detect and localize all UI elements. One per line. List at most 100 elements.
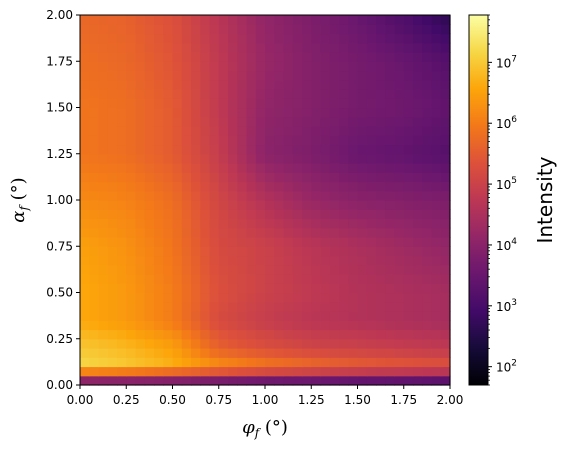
heatmap-cell (366, 89, 377, 99)
heatmap-cell (329, 200, 340, 210)
heatmap-cell (228, 107, 238, 118)
heatmap-cell (117, 135, 127, 146)
heatmap-cell (200, 89, 211, 99)
heatmap-cell (80, 292, 90, 303)
heatmap-cell (181, 163, 192, 173)
heatmap-cell (422, 107, 433, 118)
heatmap-cell (302, 116, 312, 127)
heatmap-cell (135, 70, 146, 81)
heatmap-cell (246, 190, 257, 201)
heatmap-cell (209, 190, 220, 201)
heatmap-cell (366, 246, 377, 257)
heatmap-cell (413, 70, 423, 81)
heatmap-cell (154, 126, 164, 136)
heatmap-cell (228, 227, 238, 238)
heatmap-cell (89, 33, 100, 44)
heatmap-cell (191, 126, 201, 136)
heatmap-cell (339, 116, 349, 127)
heatmap-cell (292, 144, 303, 155)
heatmap-cell (246, 274, 257, 284)
heatmap-cell (376, 301, 386, 312)
heatmap-cell (126, 274, 137, 284)
heatmap-cell (283, 264, 294, 275)
heatmap-cell (311, 107, 322, 118)
heatmap-cell (311, 98, 322, 109)
heatmap-cell (440, 246, 451, 257)
heatmap-cell (292, 264, 303, 275)
heatmap-cell (376, 366, 386, 377)
heatmap-cell (163, 357, 174, 368)
heatmap-cell (422, 237, 433, 247)
heatmap-cell (274, 320, 285, 331)
heatmap-cell (246, 181, 257, 192)
heatmap-cell (366, 42, 377, 53)
heatmap-cell (357, 163, 368, 173)
heatmap-cell (339, 135, 349, 146)
heatmap-cell (117, 42, 127, 53)
heatmap-cell (126, 15, 137, 25)
heatmap-cell (144, 338, 155, 349)
heatmap-cell (107, 163, 118, 173)
heatmap-cell (218, 15, 229, 25)
heatmap-cell (413, 33, 423, 44)
heatmap-cell (357, 116, 368, 127)
heatmap-cell (200, 348, 211, 358)
heatmap-cell (403, 200, 414, 210)
heatmap-cell (200, 375, 211, 386)
heatmap-cell (366, 311, 377, 321)
heatmap-cell (403, 329, 414, 340)
heatmap-cell (218, 79, 229, 90)
heatmap-cell (357, 172, 368, 183)
heatmap-cell (302, 283, 312, 294)
heatmap-cell (376, 338, 386, 349)
heatmap-cell (191, 375, 201, 386)
heatmap-cell (357, 70, 368, 81)
heatmap-cell (107, 61, 118, 72)
heatmap-cell (283, 274, 294, 284)
heatmap-cell (283, 126, 294, 136)
heatmap-cell (191, 348, 201, 358)
heatmap-cell (126, 42, 137, 53)
heatmap-cell (440, 329, 451, 340)
heatmap-cell (89, 89, 100, 99)
heatmap-cell (329, 311, 340, 321)
y-tick-label: 1.00 (46, 193, 73, 207)
heatmap-cell (339, 33, 349, 44)
colorbar-tick-label: 103 (496, 298, 517, 314)
heatmap-cell (154, 144, 164, 155)
heatmap-cell (191, 237, 201, 247)
heatmap-cell (385, 52, 396, 62)
heatmap-cell (218, 126, 229, 136)
heatmap-cell (348, 218, 359, 229)
heatmap-cell (89, 61, 100, 72)
heatmap-cell (209, 246, 220, 257)
heatmap-cell (246, 70, 257, 81)
heatmap-cell (80, 200, 90, 210)
heatmap-cell (255, 246, 266, 257)
heatmap-cell (385, 135, 396, 146)
heatmap-cell (237, 135, 248, 146)
heatmap-cell (357, 218, 368, 229)
heatmap-cell (181, 52, 192, 62)
heatmap-cell (172, 181, 183, 192)
heatmap-cell (117, 227, 127, 238)
heatmap-cell (237, 190, 248, 201)
heatmap-cell (154, 24, 164, 35)
heatmap-cell (117, 79, 127, 90)
heatmap-cell (274, 42, 285, 53)
heatmap-cell (283, 70, 294, 81)
heatmap-cell (200, 338, 211, 349)
heatmap-cell (246, 15, 257, 25)
heatmap-cell (98, 227, 109, 238)
heatmap-cell (320, 135, 331, 146)
heatmap-cell (191, 98, 201, 109)
heatmap-cell (311, 153, 322, 164)
heatmap-cell (413, 320, 423, 331)
heatmap-cell (265, 357, 275, 368)
heatmap-cell (200, 320, 211, 331)
heatmap-cell (265, 292, 275, 303)
heatmap-cell (117, 144, 127, 155)
heatmap-cell (265, 200, 275, 210)
heatmap-cell (98, 311, 109, 321)
heatmap-cell (228, 144, 238, 155)
